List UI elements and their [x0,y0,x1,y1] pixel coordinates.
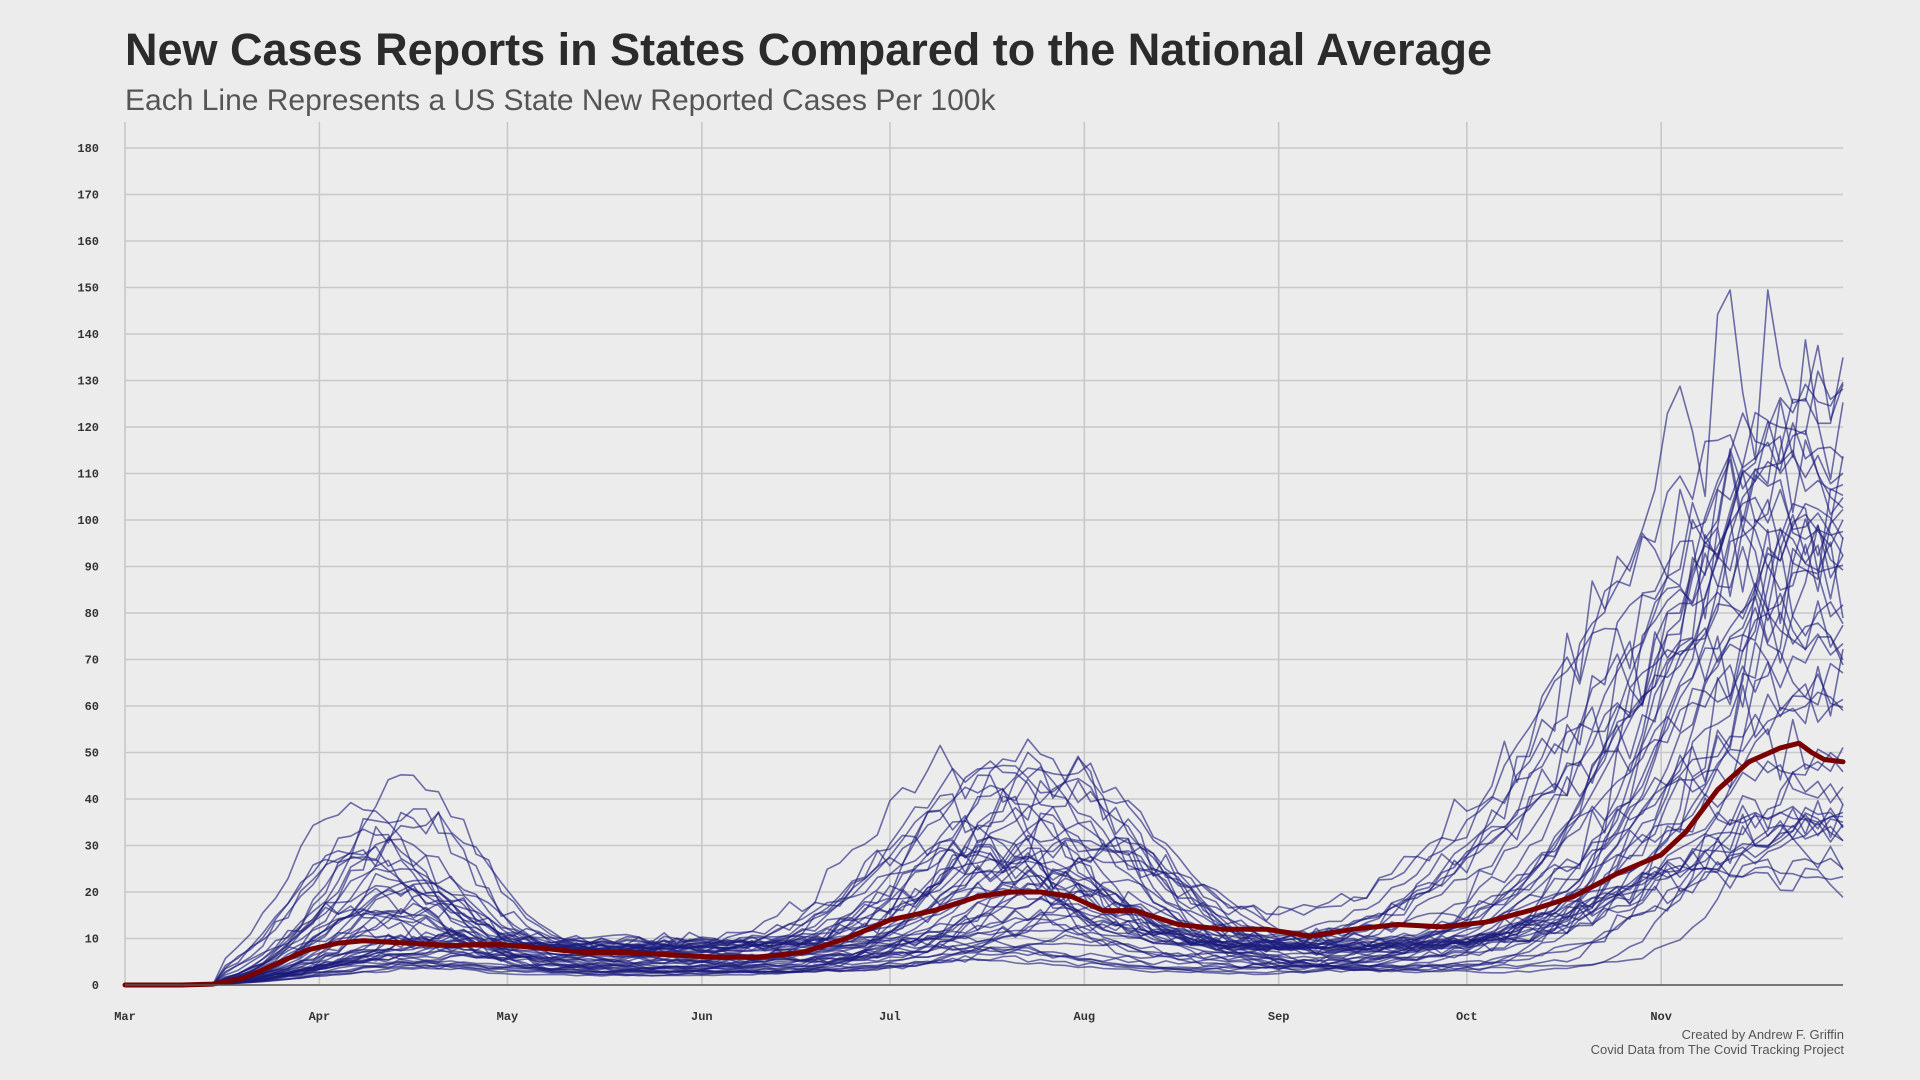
y-tick-label: 70 [85,654,99,668]
x-tick-label: Oct [1456,1010,1478,1024]
state-line [125,718,1844,986]
y-tick-label: 20 [85,886,99,900]
state-line [125,817,1844,986]
y-tick-label: 50 [85,747,99,761]
x-tick-label: May [497,1010,519,1024]
state-lines [125,289,1844,986]
y-tick-label: 150 [77,282,99,296]
y-tick-label: 0 [92,979,99,993]
y-tick-label: 60 [85,700,99,714]
state-line [125,770,1844,986]
state-line [125,691,1844,986]
y-tick-label: 120 [77,421,99,435]
x-tick-label: Aug [1074,1010,1096,1024]
y-tick-label: 30 [85,840,99,854]
y-tick-label: 180 [77,142,99,156]
y-tick-label: 10 [85,933,99,947]
state-line [125,812,1844,986]
state-line [125,649,1844,986]
y-tick-label: 80 [85,607,99,621]
y-tick-label: 110 [77,468,99,482]
caption-author: Created by Andrew F. Griffin [1681,1027,1844,1042]
y-tick-label: 140 [77,328,99,342]
state-line [125,289,1844,986]
y-tick-label: 170 [77,189,99,203]
state-line [125,612,1844,986]
y-tick-label: 130 [77,375,99,389]
chart-subtitle: Each Line Represents a US State New Repo… [125,84,996,117]
state-line [125,488,1844,986]
x-tick-label: Nov [1650,1010,1672,1024]
axes: 0 10 20 30 40 50 60 70 80 90 100 110 120 130 140 150 160… [77,142,1843,1024]
state-line [125,787,1844,986]
state-line [125,448,1844,986]
x-tick-label: Apr [309,1010,331,1024]
x-tick-label: Jul [879,1010,901,1024]
x-tick-label: Sep [1268,1010,1290,1024]
grid-lines [124,122,1843,986]
state-line [125,502,1844,986]
y-tick-label: 90 [85,561,99,575]
state-line [125,456,1844,986]
y-tick-label: 100 [77,514,99,528]
national-average-series [122,740,1846,988]
state-line [125,434,1844,986]
x-tick-label: Mar [114,1010,136,1024]
caption-source: Covid Data from The Covid Tracking Proje… [1590,1042,1844,1057]
state-line [125,780,1844,986]
caption: Created by Andrew F. Griffin Covid Data … [1591,1027,1844,1057]
y-tick-label: 160 [77,235,99,249]
state-line [125,528,1844,986]
x-tick-label: Jun [691,1010,713,1024]
y-tick-label: 40 [85,793,99,807]
state-line [125,518,1844,986]
state-line [125,344,1844,986]
chart-title: New Cases Reports in States Compared to … [125,24,1493,75]
state-line [125,412,1844,986]
national-average-line [122,740,1846,988]
state-line [125,801,1844,986]
